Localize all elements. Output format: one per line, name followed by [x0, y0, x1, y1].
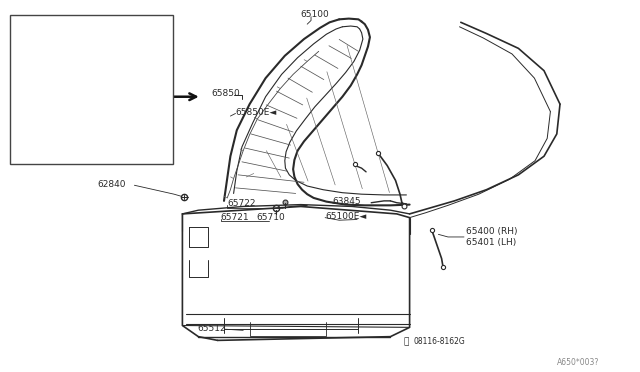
Text: 63845: 63845 [333, 197, 362, 206]
Text: 65710: 65710 [256, 213, 285, 222]
Text: 08116-8162G: 08116-8162G [413, 337, 465, 346]
Text: 65100E◄: 65100E◄ [325, 212, 366, 221]
Text: 65100: 65100 [301, 10, 330, 19]
Text: FOR COLD: FOR COLD [118, 22, 162, 31]
Text: 65850: 65850 [211, 89, 240, 98]
Text: 65722: 65722 [227, 199, 256, 208]
Text: 65512: 65512 [197, 324, 226, 333]
Text: 62840: 62840 [97, 180, 126, 189]
Text: 65850E: 65850E [38, 111, 70, 120]
Bar [10, 15, 173, 164]
Text: 65850E◄: 65850E◄ [236, 108, 276, 117]
Text: A650*003?: A650*003? [557, 358, 599, 367]
Text: 65400 (RH): 65400 (RH) [466, 227, 517, 236]
Text: 65401 (LH): 65401 (LH) [466, 238, 516, 247]
Text: Ⓑ: Ⓑ [403, 337, 408, 346]
Text: 65721: 65721 [221, 213, 250, 222]
Text: 65850: 65850 [14, 77, 40, 86]
